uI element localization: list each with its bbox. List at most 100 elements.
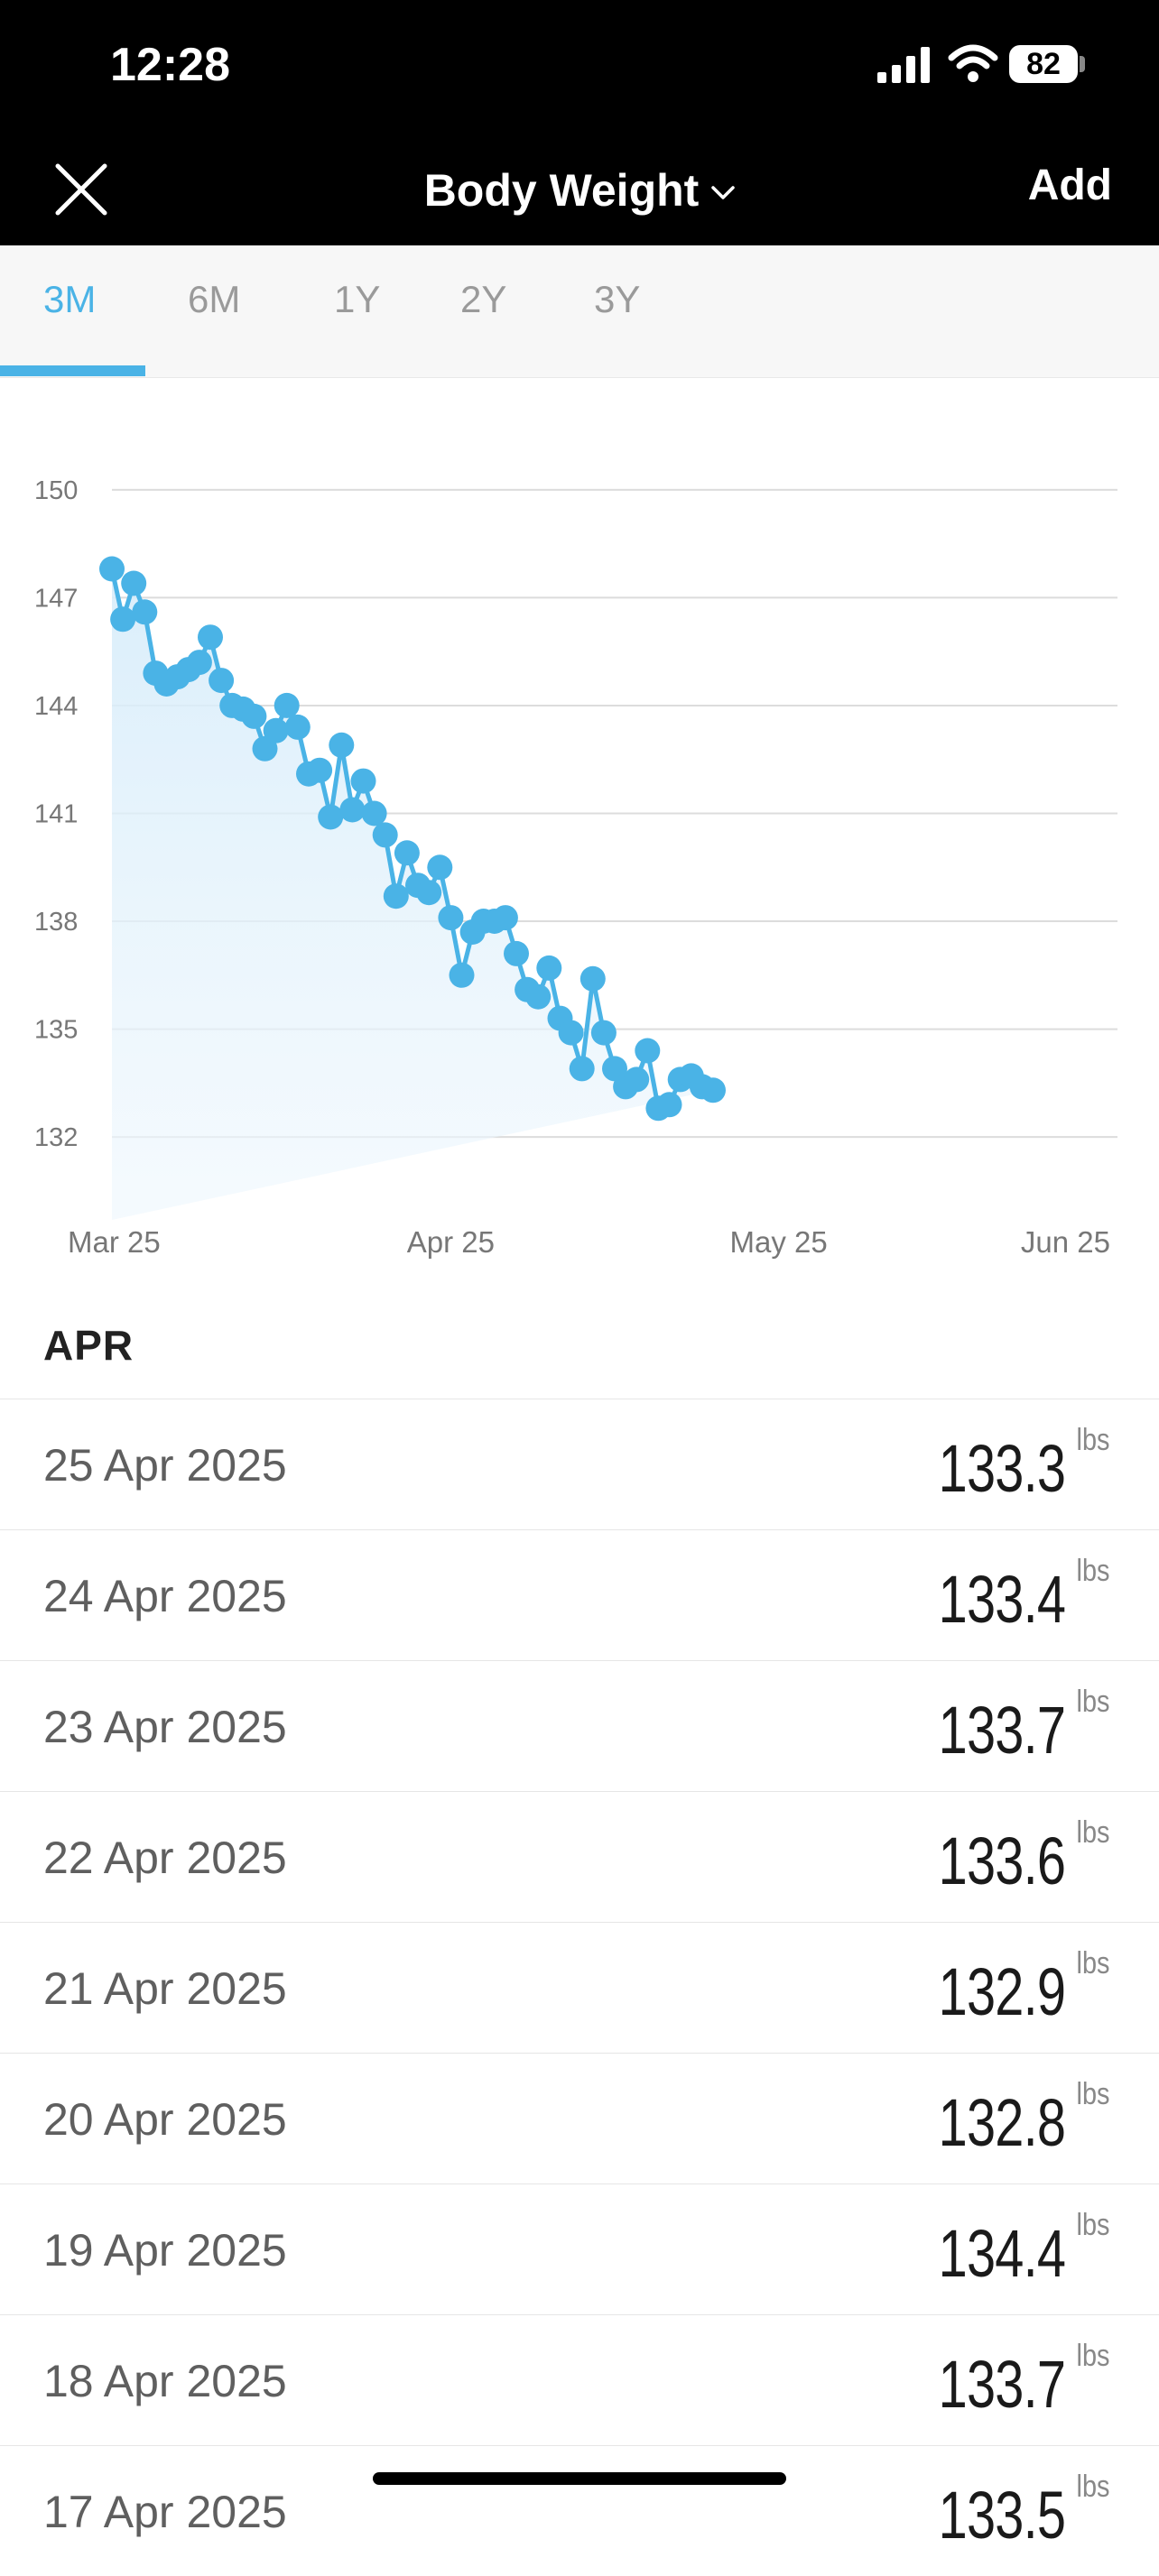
entry-weight: 133.7: [938, 2347, 1065, 2422]
entry-weight: 133.5: [938, 2478, 1065, 2553]
data-point: [307, 757, 333, 783]
data-point: [121, 570, 147, 596]
weight-entry-row[interactable]: 18 Apr 2025 133.7 lbs: [0, 2314, 1159, 2445]
x-tick-label: Mar 25: [68, 1225, 161, 1259]
entry-date: 18 Apr 2025: [43, 2356, 287, 2406]
entry-weight: 133.6: [938, 1824, 1065, 1898]
y-tick-label: 144: [34, 692, 78, 721]
add-button[interactable]: Add: [1027, 162, 1112, 209]
weight-chart: 150 147 144 141 138 135 132 Mar 25 Apr 25 May 25…: [34, 476, 1117, 1259]
data-point: [416, 880, 442, 906]
x-tick-label: Jun 25: [1021, 1225, 1110, 1259]
status-bar: 12:28 82: [0, 0, 1159, 135]
weight-entry-row[interactable]: 17 Apr 2025 133.5 lbs: [0, 2445, 1159, 2576]
weight-entry-row[interactable]: 24 Apr 2025 133.4 lbs: [0, 1529, 1159, 1660]
weight-entry-row[interactable]: 23 Apr 2025 133.7 lbs: [0, 1660, 1159, 1791]
status-time: 12:28: [110, 39, 230, 91]
data-point: [99, 556, 125, 582]
data-point: [350, 768, 376, 794]
wifi-icon: [948, 44, 998, 82]
tab-active-indicator: [0, 365, 145, 376]
data-point: [263, 717, 289, 743]
data-point: [504, 940, 529, 966]
weight-entry-row[interactable]: 19 Apr 2025 134.4 lbs: [0, 2184, 1159, 2314]
x-tick-label: Apr 25: [407, 1225, 495, 1259]
entry-unit: lbs: [1076, 2339, 1109, 2373]
nav-bar: [0, 135, 1159, 245]
data-point: [449, 962, 475, 988]
data-point: [132, 599, 158, 625]
tab-3m[interactable]: 3M: [43, 278, 97, 320]
data-point: [274, 692, 300, 718]
entry-unit: lbs: [1076, 2470, 1109, 2504]
entry-date: 24 Apr 2025: [43, 1571, 287, 1621]
entry-unit: lbs: [1076, 1554, 1109, 1588]
entry-weight: 133.3: [938, 1431, 1065, 1506]
tab-3y[interactable]: 3Y: [594, 278, 641, 320]
entry-date: 20 Apr 2025: [43, 2094, 287, 2145]
weight-entry-row[interactable]: 21 Apr 2025 132.9 lbs: [0, 1922, 1159, 2053]
data-point: [361, 800, 387, 826]
weight-entry-row[interactable]: 22 Apr 2025 133.6 lbs: [0, 1791, 1159, 1922]
data-point: [700, 1077, 726, 1103]
data-point: [624, 1066, 650, 1093]
entry-weight: 133.7: [938, 1693, 1065, 1768]
data-point: [394, 840, 420, 866]
battery-nub: [1080, 56, 1085, 72]
y-tick-label: 147: [34, 584, 78, 613]
entry-unit: lbs: [1076, 1946, 1109, 1980]
data-point: [329, 732, 355, 758]
data-point: [383, 883, 409, 909]
entry-date: 17 Apr 2025: [43, 2487, 287, 2537]
y-tick-label: 150: [34, 476, 78, 505]
tab-2y[interactable]: 2Y: [460, 278, 507, 320]
data-point: [569, 1056, 595, 1082]
data-point: [580, 965, 606, 992]
entry-unit: lbs: [1076, 1685, 1109, 1719]
data-point: [438, 905, 464, 931]
entry-unit: lbs: [1076, 1815, 1109, 1850]
tab-1y[interactable]: 1Y: [334, 278, 381, 320]
entry-date: 21 Apr 2025: [43, 1963, 287, 2014]
entry-unit: lbs: [1076, 2077, 1109, 2111]
entry-date: 25 Apr 2025: [43, 1440, 287, 1491]
entry-unit: lbs: [1076, 2208, 1109, 2242]
data-point: [656, 1092, 682, 1118]
battery-indicator: 82: [1009, 45, 1078, 83]
entry-weight: 132.8: [938, 2085, 1065, 2160]
title-dropdown[interactable]: Body Weight: [0, 135, 1159, 245]
home-indicator: [373, 2472, 786, 2485]
data-point: [492, 905, 518, 931]
page-title: Body Weight: [423, 165, 700, 216]
data-point: [318, 804, 344, 830]
month-header: APR: [43, 1322, 134, 1369]
weight-entry-row[interactable]: 25 Apr 2025 133.3 lbs: [0, 1399, 1159, 1529]
y-tick-label: 141: [34, 800, 78, 829]
entry-date: 19 Apr 2025: [43, 2225, 287, 2276]
data-point: [536, 955, 562, 981]
data-point: [590, 1020, 617, 1046]
entry-weight: 132.9: [938, 1954, 1065, 2029]
x-tick-label: May 25: [730, 1225, 828, 1259]
close-icon[interactable]: [45, 153, 117, 226]
y-tick-label: 132: [34, 1123, 78, 1152]
data-point: [635, 1038, 661, 1064]
range-tabs: 3M 6M 1Y 2Y 3Y: [0, 245, 1159, 378]
data-point: [198, 624, 223, 651]
data-point: [558, 1020, 584, 1046]
entry-weight: 133.4: [938, 1562, 1065, 1637]
weight-entry-row[interactable]: 20 Apr 2025 132.8 lbs: [0, 2053, 1159, 2184]
data-point: [427, 854, 453, 881]
data-point: [525, 983, 552, 1010]
cellular-signal-icon: [877, 47, 930, 83]
entry-date: 22 Apr 2025: [43, 1833, 287, 1883]
weight-entry-list: 25 Apr 2025 133.3 lbs 24 Apr 2025 133.4 lbs 23…: [0, 1399, 1159, 2576]
data-point: [186, 650, 212, 676]
y-tick-label: 138: [34, 908, 78, 937]
data-point: [372, 822, 398, 848]
data-point: [284, 714, 311, 740]
entry-date: 23 Apr 2025: [43, 1702, 287, 1752]
y-tick-label: 135: [34, 1016, 78, 1045]
chevron-down-icon: [711, 186, 736, 199]
tab-6m[interactable]: 6M: [188, 278, 241, 320]
